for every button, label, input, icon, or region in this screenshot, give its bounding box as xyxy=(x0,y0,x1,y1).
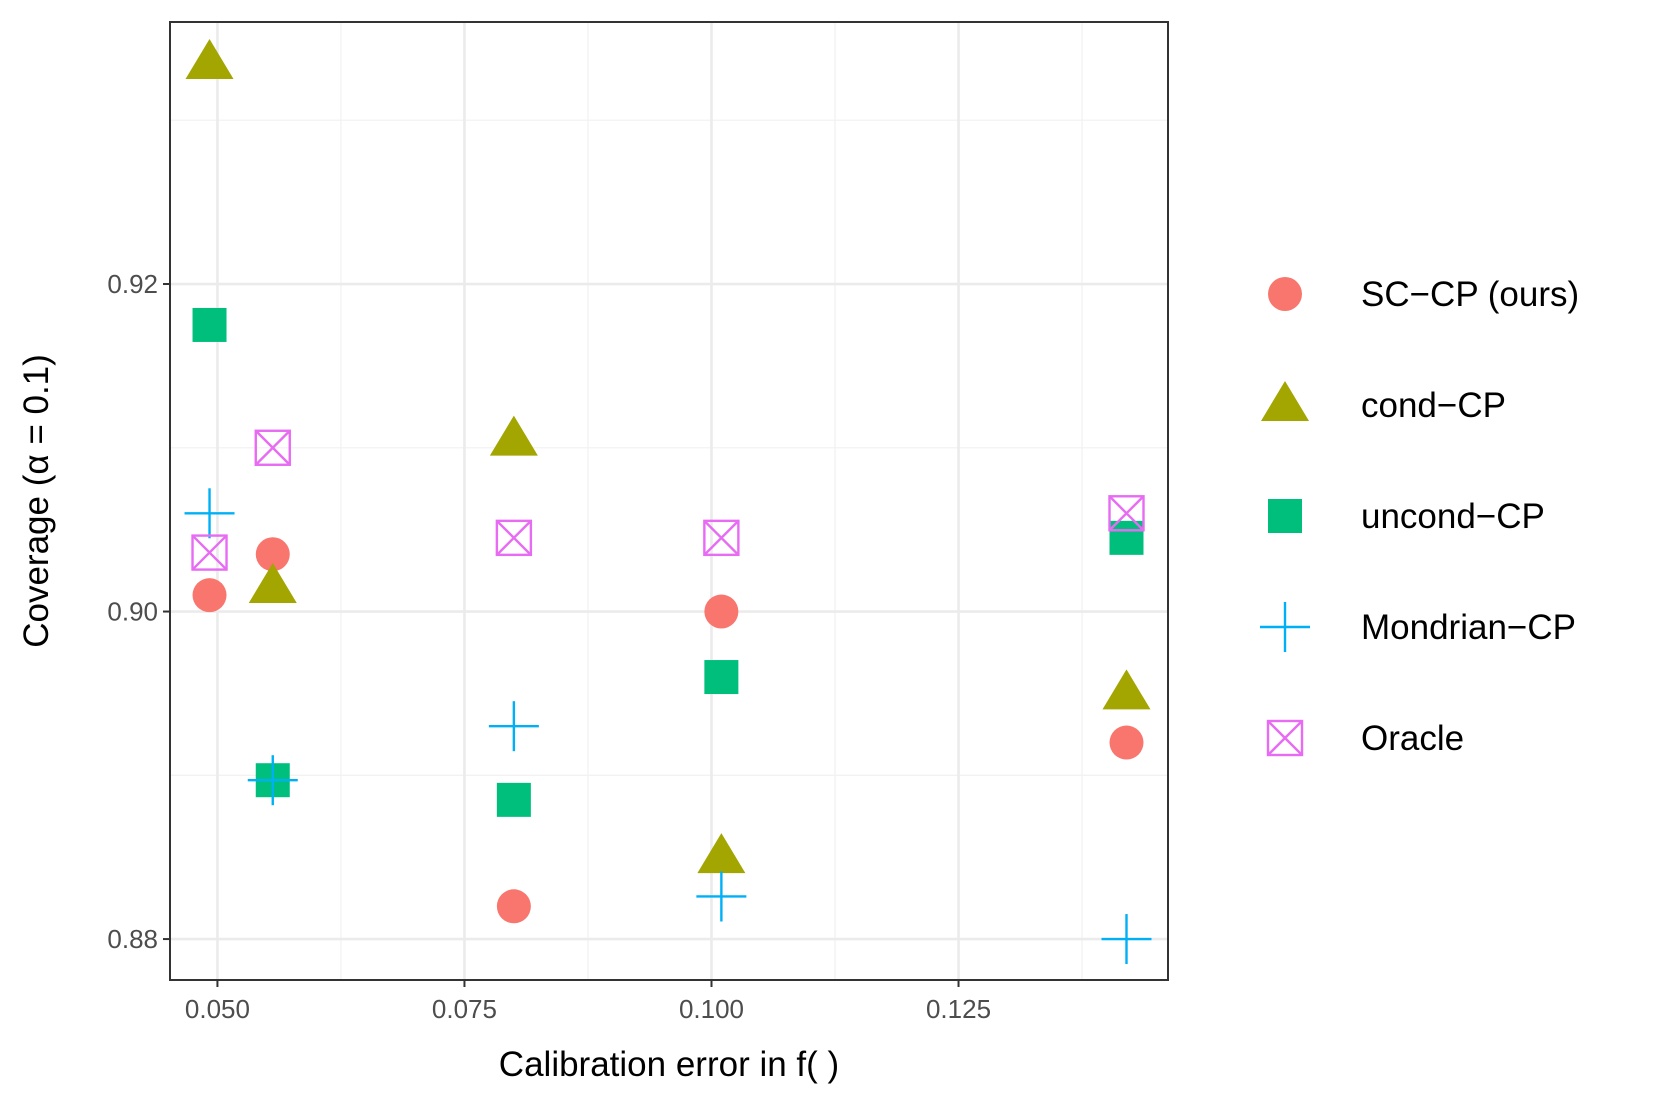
point-plus xyxy=(1101,914,1152,965)
point-square xyxy=(192,307,227,342)
point-circle xyxy=(496,889,531,924)
x-tick-label: 0.050 xyxy=(185,994,250,1024)
x-tick-label: 0.100 xyxy=(679,994,744,1024)
point-plus xyxy=(488,701,539,752)
legend-label: cond−CP xyxy=(1361,386,1506,425)
point-square xyxy=(1109,520,1144,555)
point-plus xyxy=(184,488,235,539)
y-tick-label: 0.92 xyxy=(107,269,158,299)
y-axis-title: Coverage (α = 0.1) xyxy=(17,354,56,648)
point-boxcross xyxy=(254,429,291,466)
point-circle xyxy=(192,578,227,613)
point-square xyxy=(704,660,739,695)
legend-key-circle xyxy=(1268,277,1302,311)
x-axis-title: Calibration error in f( ) xyxy=(499,1045,839,1084)
legend-label: uncond−CP xyxy=(1361,497,1545,536)
point-triangle xyxy=(489,415,538,456)
point-boxcross xyxy=(191,534,228,571)
point-plus xyxy=(247,755,298,806)
point-boxcross xyxy=(703,519,740,557)
legend-key-plus xyxy=(1260,602,1310,652)
legend-key-triangle xyxy=(1261,381,1309,421)
legend-key-square xyxy=(1268,499,1302,533)
legend-item: Mondrian−CP xyxy=(1260,602,1576,652)
point-triangle xyxy=(1102,669,1151,710)
x-axis-ticks: 0.050 0.075 0.100 0.125 xyxy=(185,980,991,1024)
data-points xyxy=(184,38,1152,965)
grid-major-lines xyxy=(170,22,1168,980)
legend-key-boxcross xyxy=(1266,719,1304,757)
legend-label: SC−CP (ours) xyxy=(1361,275,1579,314)
legend-item: SC−CP (ours) xyxy=(1268,275,1579,314)
y-axis-ticks: 0.88 0.90 0.92 xyxy=(107,269,170,954)
legend-item: uncond−CP xyxy=(1268,497,1545,536)
plot-panel-border xyxy=(169,21,1169,981)
point-plus xyxy=(696,871,747,922)
point-boxcross xyxy=(495,519,533,557)
point-triangle xyxy=(697,833,746,874)
point-circle xyxy=(704,594,739,629)
legend-item: Oracle xyxy=(1266,719,1464,758)
point-boxcross xyxy=(1108,495,1145,532)
legend: SC−CP (ours) cond−CP uncond−CP Mondrian−CP O… xyxy=(1260,275,1579,758)
y-tick-label: 0.90 xyxy=(107,597,158,627)
point-circle xyxy=(1109,725,1144,760)
point-triangle xyxy=(185,38,234,79)
legend-label: Oracle xyxy=(1361,719,1464,758)
legend-item: cond−CP xyxy=(1261,381,1506,425)
point-triangle xyxy=(248,562,297,603)
grid-minor-lines xyxy=(170,22,1168,980)
x-tick-label: 0.125 xyxy=(926,994,991,1024)
x-tick-label: 0.075 xyxy=(432,994,497,1024)
point-square xyxy=(496,782,531,817)
point-circle xyxy=(255,537,290,572)
legend-label: Mondrian−CP xyxy=(1361,608,1576,647)
y-tick-label: 0.88 xyxy=(107,924,158,954)
